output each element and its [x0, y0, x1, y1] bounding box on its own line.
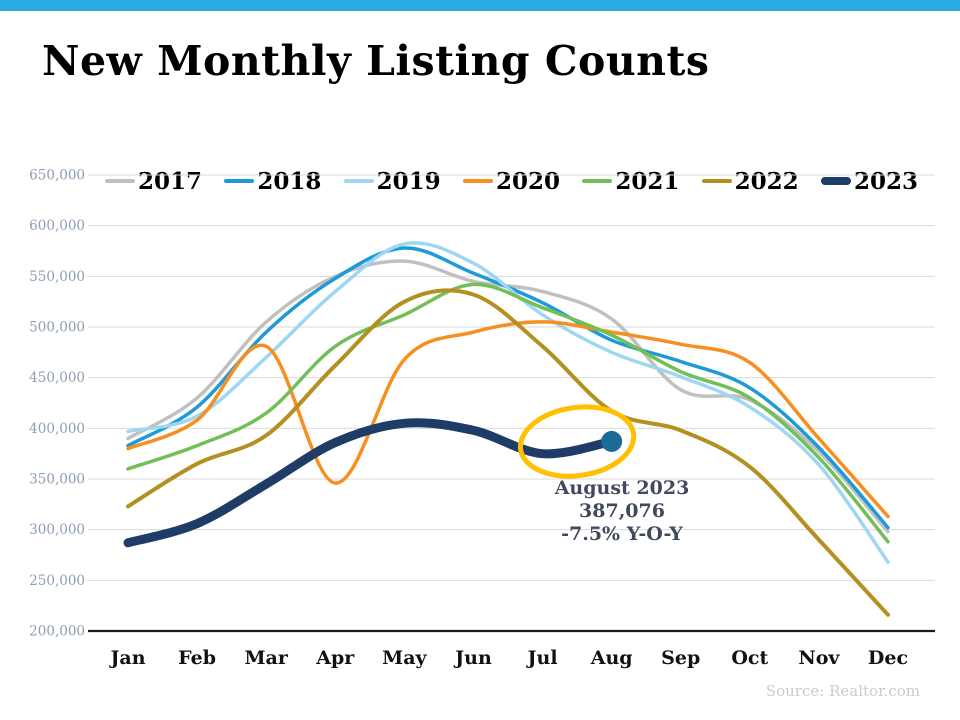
- y-tick-label: 450,000: [29, 370, 85, 386]
- source-credit: Source: Realtor.com: [765, 682, 920, 700]
- series-line-2022: [126, 288, 890, 617]
- legend-swatch-2018: [224, 179, 255, 183]
- legend-swatch-2017: [105, 179, 135, 183]
- callout-line-1: August 2023: [554, 477, 690, 499]
- x-tick-label: Nov: [798, 647, 840, 669]
- y-tick-label: 600,000: [29, 218, 85, 234]
- x-tick-label: Oct: [731, 647, 768, 669]
- august-2023-callout: August 2023 387,076 -7.5% Y-O-Y: [555, 477, 690, 546]
- x-tick-label: Jun: [453, 647, 492, 669]
- page-title: New Monthly Listing Counts: [42, 37, 710, 85]
- callout-line-2: 387,076: [579, 500, 665, 522]
- legend-swatch-2023: [820, 177, 851, 185]
- series-line-2023: [123, 418, 617, 548]
- y-tick-label: 250,000: [29, 573, 85, 589]
- x-tick-label: Mar: [245, 647, 289, 669]
- y-tick-label: 200,000: [29, 624, 85, 640]
- x-tick-label: Feb: [178, 647, 216, 669]
- x-tick-label: Dec: [868, 647, 908, 669]
- x-tick-label: Sep: [661, 647, 700, 669]
- x-tick-label: Aug: [590, 647, 633, 669]
- x-tick-label: Jan: [108, 647, 145, 669]
- series-line-2020: [126, 320, 890, 519]
- legend-swatch-2022: [701, 179, 732, 183]
- y-tick-label: 650,000: [29, 168, 85, 184]
- top-accent-bar: [0, 0, 960, 11]
- y-tick-label: 350,000: [29, 472, 85, 488]
- highlight-marker-dot: [601, 430, 623, 452]
- x-tick-label: Jul: [526, 647, 558, 669]
- x-tick-label: May: [382, 647, 427, 669]
- series-line-2019: [126, 241, 890, 564]
- highlight-ellipse: [517, 404, 637, 479]
- legend-swatch-2020: [462, 179, 493, 183]
- series-line-2021: [126, 282, 890, 544]
- x-tick-label: Apr: [315, 647, 355, 669]
- legend-swatch-2021: [582, 179, 613, 183]
- y-tick-label: 400,000: [29, 421, 85, 437]
- callout-line-3: -7.5% Y-O-Y: [561, 523, 683, 545]
- y-tick-label: 500,000: [29, 320, 85, 336]
- legend-swatch-2019: [343, 179, 374, 183]
- y-tick-label: 300,000: [29, 522, 85, 538]
- y-tick-label: 550,000: [29, 269, 85, 285]
